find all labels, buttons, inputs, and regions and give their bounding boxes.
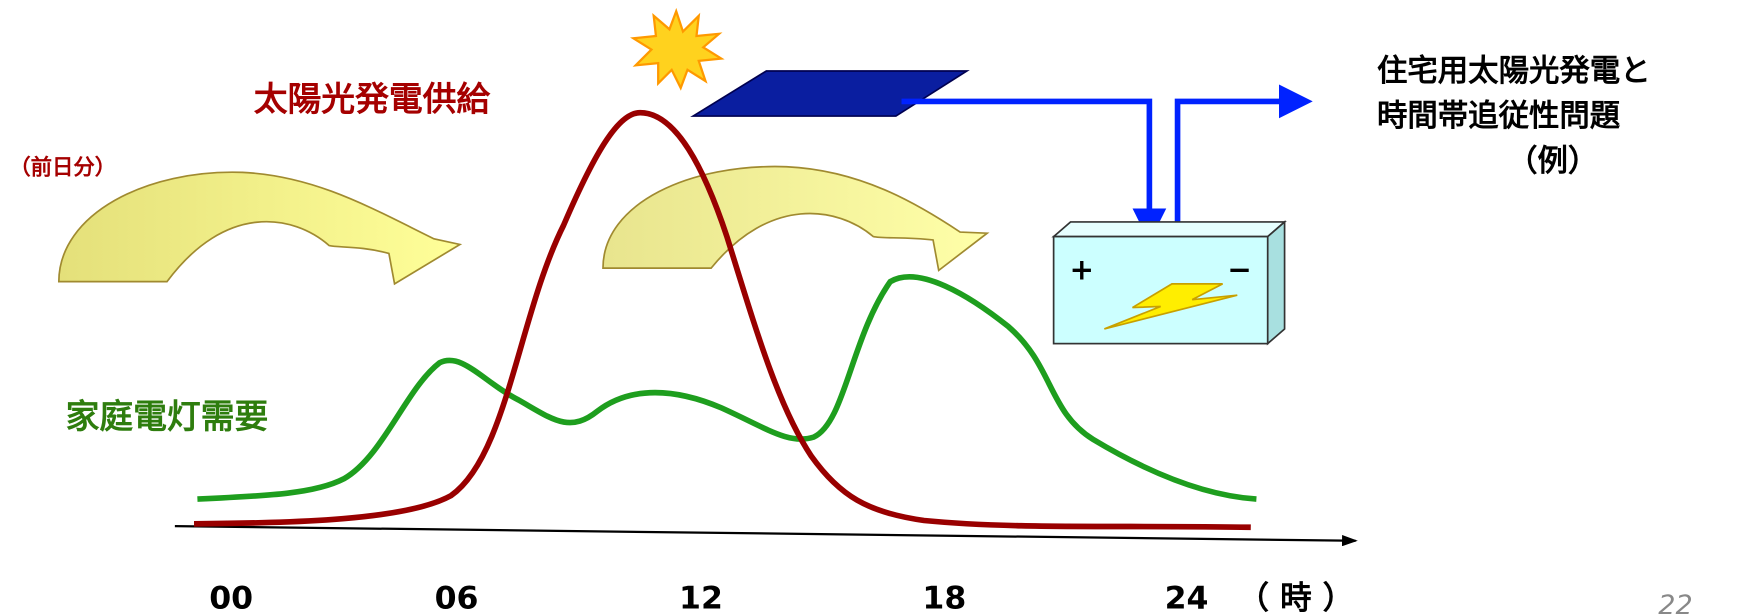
previous-day-label: （前日分） <box>9 155 116 181</box>
diagram: + − 太陽光発電供給 家庭電灯需要 （前日分） 住宅用太陽光発電と 時間帯追従… <box>0 0 1758 614</box>
axis-tick-label: 18 <box>922 580 966 614</box>
axis-tick-label: 24 <box>1165 580 1209 614</box>
title-line: （例） <box>1507 144 1598 179</box>
carry-arrow <box>59 172 460 284</box>
axis-tick-label: 12 <box>679 580 723 614</box>
axis-unit: （ 時 ） <box>1238 580 1355 614</box>
supply-label: 太陽光発電供給 <box>254 79 492 118</box>
carry-arrow <box>603 167 987 271</box>
axis-tick-label: 00 <box>209 580 253 614</box>
flow-arrow <box>1178 101 1296 236</box>
page: + − 太陽光発電供給 家庭電灯需要 （前日分） 住宅用太陽光発電と 時間帯追従… <box>0 0 1758 614</box>
axis-tick-label: 06 <box>435 580 479 614</box>
axis-ticks: 00 06 12 18 24 <box>209 580 1208 614</box>
flow-arrow <box>902 101 1150 225</box>
solar-panel <box>693 71 967 116</box>
battery-plus: + <box>1070 252 1095 286</box>
demand-label: 家庭電灯需要 <box>66 397 269 436</box>
title-line: 時間帯追従性問題 <box>1377 98 1621 134</box>
battery-minus: − <box>1227 252 1252 286</box>
page-number: 22 <box>1658 590 1692 614</box>
sun-icon <box>633 11 721 88</box>
title-line: 住宅用太陽光発電と <box>1377 53 1651 89</box>
